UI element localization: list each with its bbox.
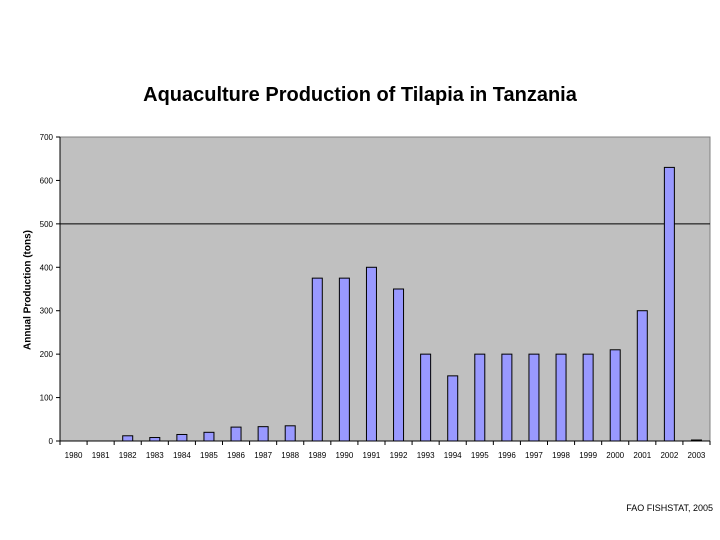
- bar-2001: [636, 310, 648, 442]
- y-tick-label-0: 0: [49, 437, 54, 446]
- x-tick-label-1999: 1999: [579, 451, 597, 460]
- y-tick-label-100: 100: [40, 394, 54, 403]
- x-tick-label-1985: 1985: [200, 451, 218, 460]
- x-tick-label-1993: 1993: [417, 451, 435, 460]
- x-tick-label-1989: 1989: [308, 451, 326, 460]
- y-tick-labels: 0 100 200 300 400 500 600 700: [40, 133, 60, 446]
- x-tick-label-1996: 1996: [498, 451, 516, 460]
- y-tick-label-300: 300: [40, 307, 54, 316]
- source-note: FAO FISHSTAT, 2005: [626, 503, 713, 513]
- x-tick-label-1991: 1991: [363, 451, 381, 460]
- x-tick-label-1995: 1995: [471, 451, 489, 460]
- x-tick-label-1990: 1990: [335, 451, 353, 460]
- bar-1987: [257, 426, 269, 442]
- x-tick-label-2000: 2000: [606, 451, 624, 460]
- x-tick-label-1982: 1982: [119, 451, 137, 460]
- x-tick-label-1988: 1988: [281, 451, 299, 460]
- x-tick-label-2002: 2002: [660, 451, 678, 460]
- x-tick-label-1983: 1983: [146, 451, 164, 460]
- x-tick-label-1984: 1984: [173, 451, 191, 460]
- bar-1991: [365, 266, 377, 442]
- bar-1997: [528, 353, 540, 442]
- bar-1994: [447, 375, 459, 442]
- bar-1988: [284, 425, 296, 442]
- x-tick-label-2003: 2003: [688, 451, 706, 460]
- bar-1995: [474, 353, 486, 442]
- x-tick-labels: 1980 1981 1982 1983 1984 1985 1986 1987 1988 1989…: [59, 441, 711, 460]
- bar-1989: [311, 277, 323, 442]
- bar-1990: [338, 277, 350, 442]
- bar-1983: [149, 437, 161, 442]
- x-tick-label-1992: 1992: [390, 451, 408, 460]
- bar-1993: [420, 353, 432, 442]
- bar-1996: [501, 353, 513, 442]
- y-tick-label-700: 700: [40, 133, 54, 142]
- y-tick-label-400: 400: [40, 263, 54, 272]
- bar-1998: [555, 353, 567, 442]
- chart-title: Aquaculture Production of Tilapia in Tan…: [143, 84, 577, 106]
- bar-1985: [203, 431, 215, 442]
- x-tick-label-1980: 1980: [65, 451, 83, 460]
- x-tick-label-1987: 1987: [254, 451, 272, 460]
- x-tick-label-1986: 1986: [227, 451, 245, 460]
- x-tick-label-2001: 2001: [633, 451, 651, 460]
- bar-1986: [230, 426, 242, 442]
- bar-1992: [393, 288, 405, 442]
- bar-1984: [176, 433, 188, 442]
- x-tick-label-1998: 1998: [552, 451, 570, 460]
- y-tick-label-500: 500: [40, 220, 54, 229]
- bar-2000: [609, 349, 621, 442]
- x-tick-label-1994: 1994: [444, 451, 462, 460]
- x-tick-label-1981: 1981: [92, 451, 110, 460]
- y-tick-label-600: 600: [40, 176, 54, 185]
- y-tick-label-200: 200: [40, 350, 54, 359]
- x-tick-label-1997: 1997: [525, 451, 543, 460]
- bar-1982: [122, 435, 134, 442]
- bar-1999: [582, 353, 594, 442]
- bar-2002: [663, 166, 675, 442]
